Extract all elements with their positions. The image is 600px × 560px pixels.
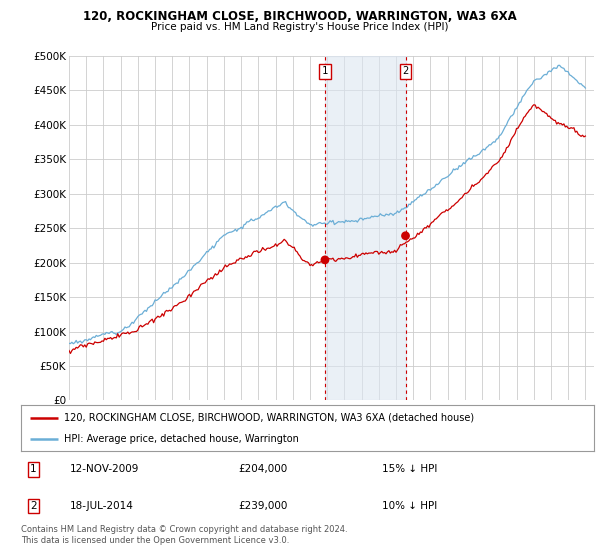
Text: £204,000: £204,000 [239,464,288,474]
Point [401,231,410,240]
Text: 10% ↓ HPI: 10% ↓ HPI [382,501,437,511]
Text: 2: 2 [30,501,37,511]
Text: 2: 2 [403,66,409,76]
Text: 120, ROCKINGHAM CLOSE, BIRCHWOOD, WARRINGTON, WA3 6XA: 120, ROCKINGHAM CLOSE, BIRCHWOOD, WARRIN… [83,10,517,23]
Text: 15% ↓ HPI: 15% ↓ HPI [382,464,437,474]
Text: Contains HM Land Registry data © Crown copyright and database right 2024.
This d: Contains HM Land Registry data © Crown c… [21,525,347,545]
Text: HPI: Average price, detached house, Warrington: HPI: Average price, detached house, Warr… [64,434,299,444]
Text: £239,000: £239,000 [239,501,288,511]
Text: 1: 1 [322,66,328,76]
Text: 12-NOV-2009: 12-NOV-2009 [70,464,139,474]
Bar [325,56,406,400]
Text: Price paid vs. HM Land Registry's House Price Index (HPI): Price paid vs. HM Land Registry's House … [151,22,449,32]
Text: 120, ROCKINGHAM CLOSE, BIRCHWOOD, WARRINGTON, WA3 6XA (detached house): 120, ROCKINGHAM CLOSE, BIRCHWOOD, WARRIN… [64,413,474,423]
Text: 1: 1 [30,464,37,474]
Point [320,255,330,264]
Text: 18-JUL-2014: 18-JUL-2014 [70,501,134,511]
